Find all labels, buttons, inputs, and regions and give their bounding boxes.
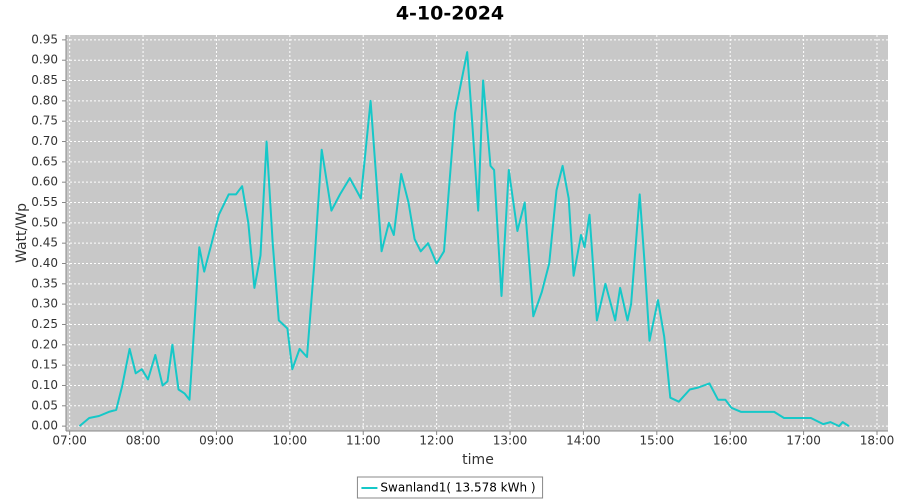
y-tick-label: 0.10 bbox=[31, 378, 58, 392]
y-tick-label: 0.40 bbox=[31, 256, 58, 270]
y-axis-label: Watt/Wp bbox=[14, 203, 30, 263]
y-tick-label: 0.90 bbox=[31, 53, 58, 67]
x-axis-label: time bbox=[462, 452, 494, 468]
y-tick-label: 0.45 bbox=[31, 236, 58, 250]
x-tick-label: 17:00 bbox=[786, 434, 821, 448]
legend-label: Swanland1( 13.578 kWh ) bbox=[380, 481, 535, 495]
x-tick-label: 12:00 bbox=[419, 434, 454, 448]
x-tick-label: 16:00 bbox=[713, 434, 748, 448]
y-tick-label: 0.25 bbox=[31, 317, 58, 331]
y-tick-label: 0.30 bbox=[31, 297, 58, 311]
x-tick-label: 13:00 bbox=[493, 434, 528, 448]
data-line bbox=[78, 51, 850, 428]
y-tick-label: 0.20 bbox=[31, 337, 58, 351]
y-tick-label: 0.00 bbox=[31, 419, 58, 433]
plot-area bbox=[66, 35, 888, 431]
x-tick-label: 14:00 bbox=[566, 434, 601, 448]
x-tick-label: 07:00 bbox=[52, 434, 87, 448]
y-tick-label: 0.75 bbox=[31, 114, 58, 128]
y-tick-label: 0.35 bbox=[31, 276, 58, 290]
x-tick-label: 15:00 bbox=[640, 434, 675, 448]
legend bbox=[356, 476, 544, 499]
y-tick-label: 0.50 bbox=[31, 215, 58, 229]
x-tick-label: 18:00 bbox=[860, 434, 895, 448]
y-tick-label: 0.60 bbox=[31, 175, 58, 189]
x-tick-label: 10:00 bbox=[273, 434, 308, 448]
y-tick-label: 0.85 bbox=[31, 73, 58, 87]
y-tick-label: 0.05 bbox=[31, 398, 58, 412]
x-tick-label: 09:00 bbox=[199, 434, 234, 448]
y-tick-label: 0.15 bbox=[31, 358, 58, 372]
y-tick-label: 0.95 bbox=[31, 32, 58, 46]
y-tick-label: 0.65 bbox=[31, 154, 58, 168]
x-tick-label: 08:00 bbox=[126, 434, 161, 448]
x-tick-label: 11:00 bbox=[346, 434, 381, 448]
y-tick-label: 0.80 bbox=[31, 93, 58, 107]
y-tick-label: 0.55 bbox=[31, 195, 58, 209]
chart-title: 4-10-2024 bbox=[396, 3, 504, 25]
y-tick-label: 0.70 bbox=[31, 134, 58, 148]
